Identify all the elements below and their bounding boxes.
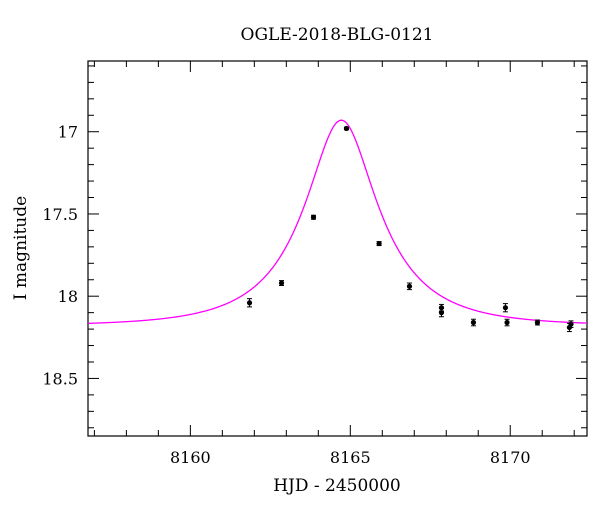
plot-frame (87, 60, 588, 437)
point-marker (376, 240, 382, 247)
data-point (534, 319, 541, 326)
point-marker (504, 319, 510, 326)
point-marker (310, 214, 317, 220)
data-point (470, 318, 477, 327)
data-point (504, 318, 510, 327)
y-tick-label: 17.5 (42, 205, 78, 224)
x-tick-label: 8165 (330, 448, 371, 467)
y-tick-label: 18.5 (42, 369, 78, 388)
y-tick-label: 17 (58, 123, 78, 142)
data-point (278, 280, 285, 287)
x-tick-label: 8160 (170, 448, 211, 467)
data-point (376, 240, 382, 247)
point-marker (502, 305, 509, 311)
data-points (246, 125, 574, 333)
point-marker (568, 321, 574, 327)
point-marker (438, 310, 445, 316)
model-curve (87, 119, 588, 325)
point-marker (534, 319, 541, 326)
y-tick-label: 18 (58, 287, 78, 306)
data-point (406, 282, 413, 291)
point-marker (470, 319, 477, 326)
x-tick-label: 8170 (490, 448, 531, 467)
data-point (343, 125, 350, 132)
chart-title: OGLE-2018-BLG-0121 (241, 25, 434, 45)
y-axis-label: I magnitude (11, 196, 31, 300)
data-point (246, 298, 253, 308)
tick-marks (88, 61, 587, 436)
data-point (568, 320, 574, 328)
data-point (502, 303, 509, 313)
data-point (310, 214, 317, 220)
point-marker (406, 283, 413, 289)
data-point (438, 308, 445, 318)
point-marker (246, 300, 253, 306)
tick-labels: 8160 8165 8170 17 17.5 18 18.5 (42, 123, 530, 467)
point-marker (343, 125, 350, 132)
point-marker (278, 280, 285, 286)
x-axis-label: HJD - 2450000 (273, 476, 401, 496)
